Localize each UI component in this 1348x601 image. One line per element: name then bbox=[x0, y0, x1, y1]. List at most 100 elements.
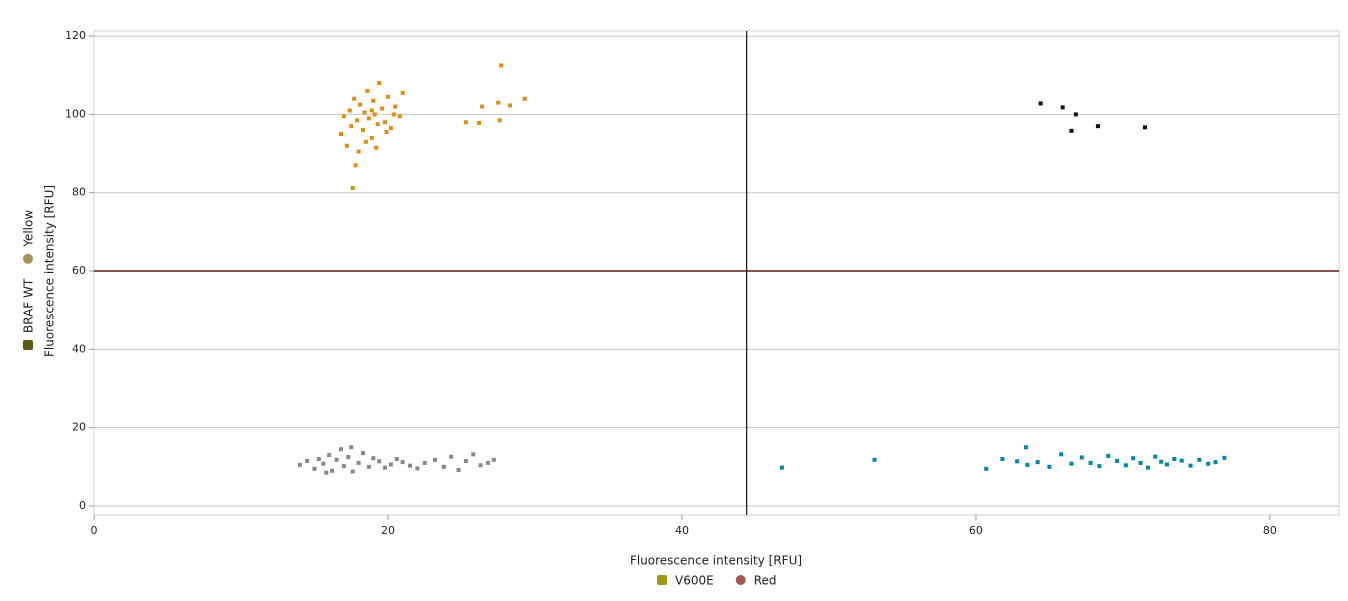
point bbox=[491, 457, 496, 462]
point bbox=[371, 456, 376, 461]
point bbox=[356, 149, 361, 154]
point bbox=[365, 88, 370, 93]
point bbox=[1059, 452, 1064, 457]
point bbox=[1000, 457, 1005, 462]
point bbox=[522, 96, 527, 101]
x-tick-label: 60 bbox=[969, 524, 983, 537]
point bbox=[341, 464, 346, 469]
point bbox=[375, 122, 380, 127]
point bbox=[1142, 125, 1147, 130]
point bbox=[433, 457, 438, 462]
point bbox=[1097, 464, 1102, 469]
legend-marker bbox=[23, 253, 33, 264]
point bbox=[1095, 124, 1100, 129]
point bbox=[350, 469, 355, 474]
legend-label: BRAF WT bbox=[22, 278, 36, 333]
point bbox=[349, 124, 354, 129]
point bbox=[391, 112, 396, 117]
point bbox=[1015, 459, 1020, 464]
point bbox=[372, 112, 377, 117]
point bbox=[363, 139, 368, 144]
x-tick-label: 20 bbox=[381, 524, 395, 537]
point bbox=[383, 465, 388, 470]
point bbox=[497, 118, 502, 123]
legend-marker bbox=[735, 575, 746, 585]
point bbox=[400, 460, 405, 465]
point bbox=[385, 94, 390, 99]
point bbox=[1115, 458, 1120, 463]
y-tick-label: 40 bbox=[72, 342, 86, 355]
plot-frame bbox=[93, 30, 1340, 516]
x-axis-label: Fluorescence intensity [RFU] bbox=[630, 554, 802, 568]
point bbox=[369, 135, 374, 140]
point bbox=[397, 114, 402, 119]
point bbox=[422, 460, 427, 465]
y-axis-label: Fluorescence intensity [RFU] bbox=[43, 185, 57, 357]
legend-label: V600E bbox=[675, 574, 714, 588]
point bbox=[338, 131, 343, 136]
point bbox=[1131, 456, 1136, 461]
point bbox=[441, 464, 446, 469]
point bbox=[449, 454, 454, 459]
y-tick-label: 100 bbox=[65, 107, 86, 120]
point bbox=[471, 452, 476, 457]
point bbox=[456, 467, 461, 472]
point bbox=[408, 463, 413, 468]
point bbox=[334, 457, 339, 462]
point bbox=[341, 114, 346, 119]
point bbox=[346, 455, 351, 460]
point bbox=[347, 108, 352, 113]
point bbox=[463, 458, 468, 463]
point bbox=[1079, 455, 1084, 460]
point bbox=[327, 453, 332, 458]
point bbox=[353, 163, 358, 168]
point bbox=[305, 458, 310, 463]
point bbox=[394, 457, 399, 462]
point bbox=[477, 121, 482, 126]
point bbox=[779, 465, 784, 470]
point bbox=[1069, 128, 1074, 133]
point bbox=[1088, 460, 1093, 465]
point bbox=[366, 116, 371, 121]
point bbox=[324, 470, 329, 475]
x-tick-label: 80 bbox=[1263, 524, 1277, 537]
legend-marker bbox=[657, 575, 667, 585]
point bbox=[1023, 445, 1028, 450]
point bbox=[1060, 105, 1065, 110]
point bbox=[1206, 461, 1211, 466]
point bbox=[384, 130, 389, 135]
point bbox=[463, 120, 468, 125]
point bbox=[1165, 462, 1170, 467]
point bbox=[1073, 112, 1078, 117]
y-tick-label: 60 bbox=[72, 264, 86, 277]
point bbox=[480, 104, 485, 109]
point bbox=[1047, 464, 1052, 469]
point bbox=[358, 102, 363, 107]
point bbox=[499, 63, 504, 68]
point bbox=[507, 103, 512, 108]
point bbox=[984, 466, 989, 471]
point bbox=[1145, 465, 1150, 470]
point bbox=[312, 466, 317, 471]
point bbox=[377, 459, 382, 464]
point bbox=[349, 445, 354, 450]
point bbox=[366, 464, 371, 469]
point bbox=[496, 100, 501, 105]
point bbox=[1222, 455, 1227, 460]
point bbox=[1123, 463, 1128, 468]
point bbox=[1197, 457, 1202, 462]
point bbox=[1038, 101, 1043, 106]
point bbox=[321, 461, 326, 466]
point bbox=[360, 128, 365, 133]
point bbox=[330, 468, 335, 473]
x-tick-label: 40 bbox=[675, 524, 689, 537]
point bbox=[383, 120, 388, 125]
point bbox=[316, 457, 321, 462]
point bbox=[415, 466, 420, 471]
point bbox=[355, 118, 360, 123]
point bbox=[478, 463, 483, 468]
point bbox=[362, 110, 367, 115]
point bbox=[1179, 458, 1184, 463]
point bbox=[369, 108, 374, 113]
